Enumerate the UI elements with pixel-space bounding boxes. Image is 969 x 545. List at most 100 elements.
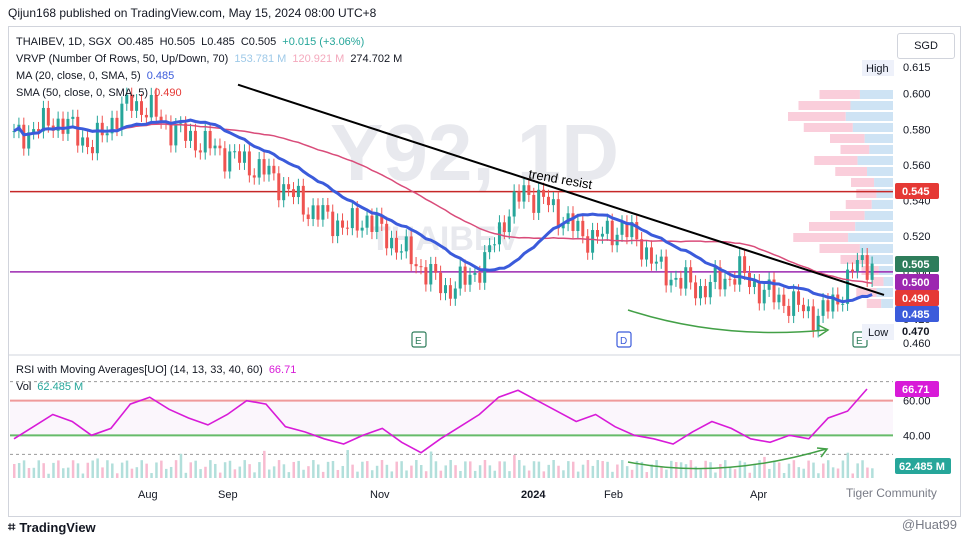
candle-body [596,230,600,237]
price-tag-value: 0.505 [902,259,930,271]
legend-vrvp-row[interactable]: VRVP (Number Of Rows, 50, Up/Down, 70) 15… [16,50,408,68]
volume-profile-down-bar [793,233,849,242]
volume-bar [263,450,266,478]
volume-bar [326,461,330,478]
candle-body [684,267,688,289]
price-tick-label: 0.520 [903,231,931,243]
candle-body [287,184,291,190]
volume-profile-down-bar [803,123,853,132]
volume-bar [346,450,349,478]
volume-bar [748,472,752,478]
candle-body [198,150,202,153]
volume-bar [581,464,585,478]
event-marker-label: E [415,336,422,347]
volume-bar [160,460,163,478]
volume-bar [665,469,668,478]
tradingview-logo-text: TradingView [19,519,96,535]
legend-vrvp-up: 153.781 M [234,53,287,65]
candle-body [566,213,570,225]
candle-body [213,145,217,149]
price-tag-value: 0.490 [902,293,930,305]
volume-bar [233,469,237,478]
candle-body [125,94,129,104]
volume-bar [537,461,541,478]
volume-bar [434,461,438,478]
candle-body [698,286,702,299]
candle-body [527,185,531,195]
candle-body [189,130,193,141]
candle-body [865,255,869,280]
candle-body [233,151,237,153]
time-axis-label: Feb [604,489,623,501]
volume-profile-down-bar [856,288,877,297]
volume-bar [768,468,771,478]
volume-profile-up-bar [852,123,893,132]
candle-body [581,220,585,237]
legend-ma-label: MA (20, close, 0, SMA, 5) [16,70,141,82]
candle-body [468,274,472,285]
volume-bar [802,468,805,478]
currency-button[interactable]: SGD [897,33,955,59]
time-axis-label: Aug [138,489,158,501]
candle-body [321,205,325,220]
volume-bar [836,468,840,478]
volume-bar [822,463,825,478]
legend-ma-row[interactable]: MA (20, close, 0, SMA, 5) 0.485 [16,67,180,85]
volume-bar [258,462,261,478]
volume-bar [405,470,408,478]
tradingview-logo[interactable]: ⌗ TradingView [8,519,96,535]
candle-body [635,222,639,240]
candle-body [424,267,428,285]
candle-body [95,122,99,154]
candle-body [870,263,874,280]
candle-body [404,236,408,252]
volume-bar [469,461,472,478]
candle-body [262,159,266,175]
volume-profile-up-bar [874,178,893,187]
legend-high: H0.505 [159,36,196,48]
volume-bar [356,471,359,478]
candle-body [718,267,722,290]
volume-bar [787,463,791,478]
candle-body [144,114,148,118]
volume-bar [630,469,634,478]
candle-body [792,291,796,316]
candle-body [561,224,565,229]
candle-body [414,264,418,267]
candle-body [71,116,75,119]
candle-body [743,256,747,273]
candle-body [674,277,678,280]
price-tag-value: 0.500 [902,277,930,289]
candle-body [772,279,776,303]
publish-info: Qijun168 published on TradingView.com, M… [8,6,377,20]
candle-body [120,103,124,129]
candle-body [826,300,830,312]
volume-profile-down-bar [819,90,860,99]
legend-symbol[interactable]: THAIBEV, 1D, SGX [16,36,112,48]
candle-body [620,222,624,235]
volume-bar [76,463,80,478]
volume-profile-up-bar [845,112,893,121]
vol-tag-value: 62.485 M [899,461,945,473]
candle-body [493,244,497,246]
volume-bar [96,458,99,478]
volume-bar [42,463,45,478]
volume-profile-up-bar [878,266,893,275]
legend-symbol-row: THAIBEV, 1D, SGX O0.485 H0.505 L0.485 C0.505… [16,33,370,51]
legend-vrvp-total: 274.702 M [350,53,403,65]
rsi-arc-arrowhead [816,447,829,458]
legend-rsi-row[interactable]: RSI with Moving Averages[UO] (14, 13, 33… [16,361,302,379]
legend-vol-row[interactable]: Vol 62.485 M [16,378,89,396]
volume-bar [841,460,845,478]
trend-resist-line [237,83,885,296]
legend-sma-row[interactable]: SMA (50, close, 0, SMA, 5) 0.490 [16,84,188,102]
candle-body [419,266,423,268]
volume-bar [753,463,756,478]
candle-body [453,288,457,299]
volume-bar [650,464,653,478]
volume-bar [591,465,595,478]
volume-bar [508,471,511,478]
volume-bar [488,465,492,478]
volume-profile-down-bar [872,277,884,286]
